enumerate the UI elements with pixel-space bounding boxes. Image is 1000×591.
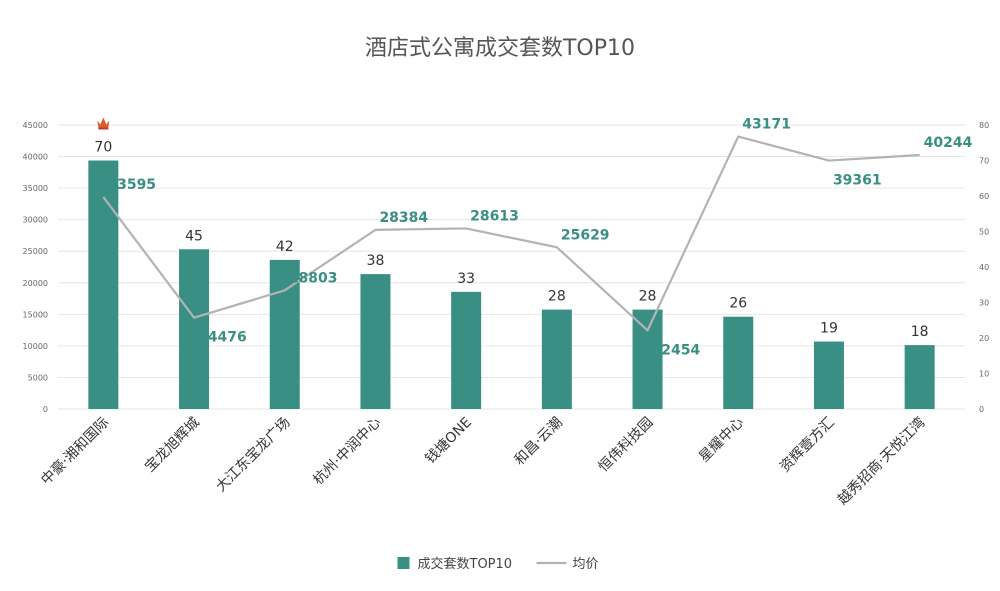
right-tick-label: 60 [979,192,989,201]
line-data-label: 28384 [379,210,428,226]
line-data-label: 39361 [833,173,882,189]
bar [723,316,754,409]
bar-data-label: 70 [94,140,112,156]
bar [632,309,663,409]
category-label: 资辉壹方汇 [777,415,838,476]
right-tick-label: 50 [979,228,989,237]
left-tick-label: 30000 [23,216,48,225]
category-label: 宝龙旭辉城 [142,415,203,476]
bar [451,291,482,409]
left-axis: 0 5000 10000 15000 20000 25000 30000 35000 40000… [23,121,48,414]
bar [88,160,119,409]
category-label: 大江东宝龙广场 [213,415,294,496]
category-label: 中豪·湘和国际 [38,415,112,489]
line-data-label: 40244 [924,135,973,151]
bar-data-label: 26 [729,296,747,312]
bar [179,249,210,409]
legend-bar-label: 成交套数TOP10 [418,556,513,572]
legend: 成交套数TOP10 均价 [397,556,599,572]
left-tick-label: 25000 [23,247,48,256]
price-line [102,135,920,332]
bar [360,274,391,409]
left-tick-label: 35000 [23,184,48,193]
line-data-label: 25629 [561,227,610,243]
line-data-label: 28613 [470,208,519,224]
crown-shape [97,117,110,128]
right-tick-label: 20 [979,334,989,343]
line-data-label: 12454 [652,342,701,358]
bar-data-label: 45 [185,228,203,244]
category-label: 恒伟科技园 [596,415,657,476]
line-data-label: 43171 [742,117,791,133]
category-labels: 中豪·湘和国际 宝龙旭辉城 大江东宝龙广场 杭州·中润中心 钱塘ONE 和昌·云潮 恒伟科技… [38,414,928,508]
bar-data-label: 28 [639,289,657,305]
category-label: 越秀招商·天悦江湾 [834,414,928,508]
crown-base [98,127,109,130]
bar-data-label: 28 [548,289,566,305]
left-tick-label: 20000 [23,279,48,288]
left-tick-label: 15000 [23,310,48,319]
bars [88,160,935,409]
bar-data-label: 18 [911,324,929,340]
bar [904,345,935,409]
right-tick-label: 10 [979,370,989,379]
legend-bar-swatch [397,557,410,569]
line-labels: 33595 14476 18803 28384 28613 25629 12454 43171… [107,117,972,359]
right-tick-label: 80 [979,121,989,130]
left-tick-label: 45000 [23,121,48,130]
chart-title: 酒店式公寓成交套数TOP10 [365,36,635,61]
line-data-label: 14476 [198,330,247,346]
crown-icon [97,117,110,130]
bar-data-label: 38 [367,253,385,269]
legend-line-label: 均价 [573,557,599,572]
bar-data-label: 19 [820,321,838,337]
bar [541,309,572,409]
bar-data-label: 33 [457,271,475,287]
right-tick-label: 30 [979,299,989,308]
price-line-path [102,135,920,332]
bar-labels: 70 45 42 38 33 28 28 26 19 18 [94,140,928,341]
grid [58,124,965,410]
right-tick-label: 40 [979,263,989,272]
right-axis: 0 10 20 30 40 50 60 70 80 [979,121,989,414]
right-tick-label: 0 [979,405,984,414]
category-label: 杭州·中润中心 [310,415,384,489]
right-tick-label: 70 [979,157,989,166]
line-data-label: 18803 [289,270,338,286]
category-label: 星耀中心 [696,415,747,466]
left-tick-label: 5000 [28,373,48,382]
left-tick-label: 40000 [23,153,48,162]
bar-data-label: 42 [276,239,294,255]
line-data-label: 33595 [107,177,156,193]
category-label: 钱塘ONE [422,415,475,468]
category-label: 和昌·云潮 [512,415,566,469]
left-tick-label: 0 [43,405,48,414]
crown-icon [97,117,110,130]
left-tick-label: 10000 [23,342,48,351]
bar [813,341,844,409]
